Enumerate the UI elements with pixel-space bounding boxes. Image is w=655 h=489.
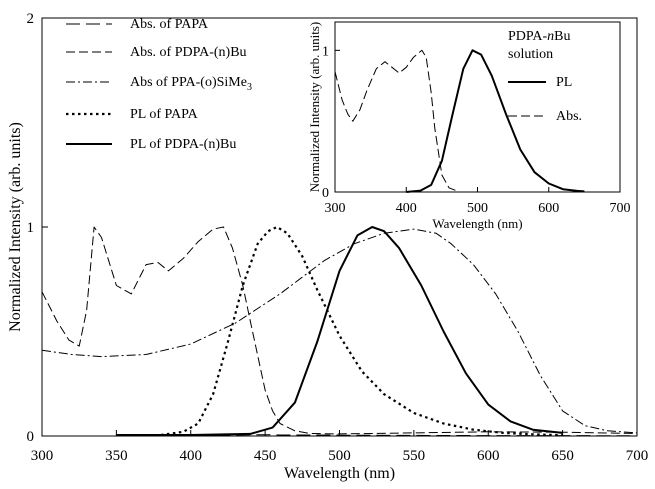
main-series-group xyxy=(41,225,638,437)
main-series-pl-of-pdpa-n-bu xyxy=(116,226,563,436)
main-x-tick-label: 450 xyxy=(254,448,277,464)
inset-x-tick-label: 600 xyxy=(538,201,559,216)
inset-title-subline: solution xyxy=(508,47,553,62)
inset-y-ticks: 01 xyxy=(322,44,340,201)
inset-legend-label-abs: Abs. xyxy=(556,109,582,124)
main-x-tick-label: 550 xyxy=(403,448,426,464)
main-x-tick-label: 350 xyxy=(105,448,128,464)
main-x-tick-label: 700 xyxy=(626,448,649,464)
legend-label-abs-of-papa: Abs. of PAPA xyxy=(130,17,209,32)
main-series-pl-of-papa xyxy=(160,225,563,437)
inset-y-axis-title: Normalized Intensity (arb. units) xyxy=(307,22,322,192)
inset-title: PDPA-nBu xyxy=(508,29,571,44)
main-y-ticks: 0 1 2 xyxy=(27,11,48,445)
inset-series-abs xyxy=(334,49,457,192)
main-y-axis-title: Normalized Intensity (arb. units) xyxy=(7,122,24,332)
main-x-tick-label: 400 xyxy=(180,448,203,464)
inset-legend: PL Abs. xyxy=(508,75,582,124)
inset-title-italic-n: n xyxy=(547,29,554,44)
main-x-axis-title: Wavelength (nm) xyxy=(284,465,395,482)
inset-background xyxy=(335,22,620,192)
inset-x-tick-label: 300 xyxy=(325,201,346,216)
inset-series-group xyxy=(334,49,585,193)
inset-x-tick-label: 400 xyxy=(396,201,417,216)
main-y-tick-label: 1 xyxy=(27,220,35,236)
inset-x-tick-label: 500 xyxy=(467,201,488,216)
legend-label-pl-of-papa: PL of PAPA xyxy=(130,107,199,122)
legend-label-pl-of-pdpa-n-bu: PL of PDPA-(n)Bu xyxy=(130,137,236,152)
inset-plot-area: 300 400 500 600 700 01 Wavelength (nm) Norma… xyxy=(307,21,631,231)
inset-title-prefix: PDPA- xyxy=(508,29,548,44)
main-series-abs-of-pdpa-n-bu xyxy=(41,226,638,435)
main-x-tick-label: 650 xyxy=(551,448,574,464)
legend-label-abs-of-ppa-o-sime3: Abs of PPA-(o)SiMe3 xyxy=(130,75,252,93)
main-series-abs-of-papa xyxy=(116,434,638,437)
main-x-tick-label: 600 xyxy=(477,448,500,464)
main-y-tick-label: 2 xyxy=(27,11,35,27)
inset-y-tick-label: 1 xyxy=(322,44,329,59)
inset-legend-label-pl: PL xyxy=(556,75,572,90)
inset-series-pl xyxy=(406,49,585,193)
main-y-tick-label: 0 xyxy=(27,429,35,445)
inset-x-tick-label: 700 xyxy=(610,201,631,216)
main-x-tick-label: 300 xyxy=(31,448,54,464)
inset-y-tick-label: 0 xyxy=(322,186,329,201)
inset-title-suffix: Bu xyxy=(554,29,570,44)
main-legend: Abs. of PAPA Abs. of PDPA-(n)Bu Abs of PPA… xyxy=(66,17,252,152)
inset-x-axis-title: Wavelength (nm) xyxy=(432,216,522,231)
inset-x-ticks: 300 400 500 600 700 xyxy=(325,187,631,216)
main-x-tick-label: 500 xyxy=(328,448,351,464)
main-series-abs-of-ppa-o-sime3 xyxy=(41,228,638,434)
main-x-ticks: 300 350 400 450 500 550 600 650 700 xyxy=(31,430,649,464)
legend-label-abs-of-pdpa-n-bu: Abs. of PDPA-(n)Bu xyxy=(130,45,247,60)
main-plot-area: 300 350 400 450 500 550 600 650 700 012 Waveleng… xyxy=(7,11,648,482)
